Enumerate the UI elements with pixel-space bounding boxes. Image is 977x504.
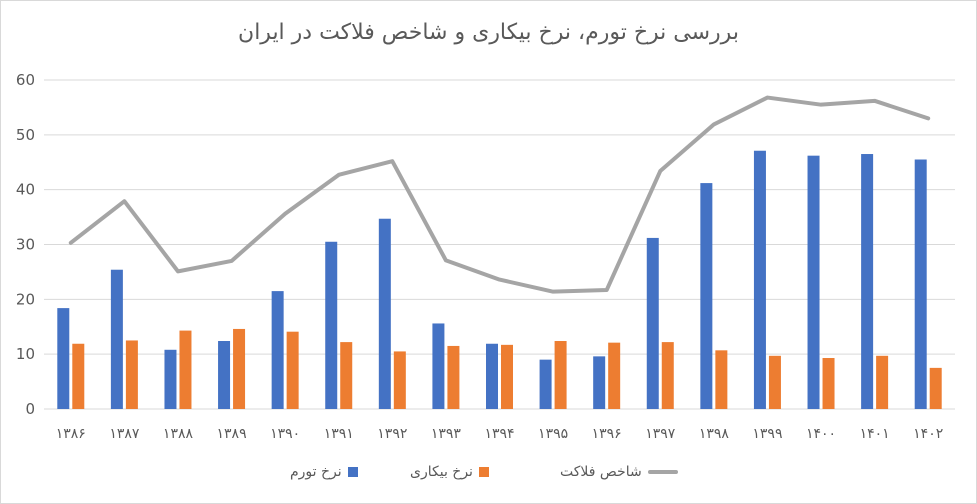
bar-inflation (164, 349, 177, 409)
y-tick-label: 30 (16, 236, 35, 254)
bar-inflation (914, 159, 927, 409)
y-tick-label: 20 (16, 290, 35, 308)
bar-unemployment (501, 344, 513, 409)
legend-item-misery-index: شاخص فلاکت (560, 464, 678, 480)
bar-unemployment (179, 330, 192, 409)
bar-unemployment (72, 343, 85, 409)
x-tick-label: ۱۳۹۴ (484, 426, 514, 442)
bar-inflation (432, 323, 445, 409)
x-tick-label: ۱۳۹۵ (538, 426, 568, 442)
bar-unemployment (233, 328, 246, 409)
bar-inflation (486, 343, 498, 409)
bar-inflation (700, 183, 713, 409)
bar-unemployment (447, 345, 460, 409)
y-tick-label: 60 (16, 71, 35, 89)
bar-unemployment (608, 342, 621, 409)
x-tick-label: ۱۳۹۷ (645, 426, 676, 442)
y-tick-label: 40 (16, 181, 35, 199)
bar-inflation (271, 291, 284, 409)
bar-inflation (646, 237, 659, 409)
y-tick-label: 50 (16, 126, 35, 144)
legend-item-inflation: نرخ تورم (290, 464, 358, 480)
bar-inflation (807, 155, 820, 409)
legend-swatch-unemployment (478, 467, 489, 477)
bar-inflation (861, 154, 874, 409)
x-tick-label: ۱۳۸۶ (56, 426, 86, 442)
legend-label-unemployment: نرخ بیکاری (410, 464, 473, 480)
bar-unemployment (554, 341, 567, 409)
bar-unemployment (768, 355, 781, 409)
x-tick-label: ۱۳۸۹ (217, 426, 247, 442)
bar-inflation (218, 341, 231, 409)
bar-inflation (57, 308, 70, 409)
x-tick-label: ۱۳۹۸ (699, 426, 730, 442)
legend-label-inflation: نرخ تورم (290, 464, 342, 480)
bar-inflation (378, 218, 391, 409)
chart-title: بررسی نرخ تورم، نرخ بیکاری و شاخص فلاکت … (238, 20, 739, 45)
x-tick-label: ۱۳۸۷ (109, 426, 140, 442)
x-tick-label: ۱۳۹۲ (377, 426, 407, 442)
bar-inflation (325, 241, 338, 409)
x-tick-label: ۱۳۹۰ (270, 426, 300, 442)
chart-legend: نرخ تورم نرخ بیکاری شاخص فلاکت (0, 464, 977, 484)
x-tick-label: ۱۳۹۶ (592, 426, 622, 442)
x-tick-label: ۱۳۹۳ (431, 426, 462, 442)
x-tick-label: ۱۳۸۸ (163, 426, 194, 442)
line-misery-index (68, 95, 931, 294)
y-tick-label: 10 (16, 345, 35, 363)
legend-item-unemployment: نرخ بیکاری (410, 464, 489, 480)
legend-swatch-misery-index (647, 470, 678, 474)
x-tick-label: ۱۳۹۱ (324, 426, 354, 442)
bar-unemployment (286, 331, 299, 409)
bar-unemployment (822, 358, 835, 409)
x-tick-label: ۱۴۰۰ (806, 426, 836, 442)
legend-label-misery-index: شاخص فلاکت (560, 464, 642, 480)
bar-unemployment (393, 351, 406, 409)
bar-unemployment (125, 340, 138, 409)
bar-inflation (593, 356, 606, 409)
bar-inflation (110, 269, 123, 409)
x-tick-label: ۱۴۰۱ (860, 426, 890, 442)
x-tick-label: ۱۴۰۲ (913, 426, 943, 442)
bar-unemployment (929, 367, 942, 409)
bar-unemployment (876, 355, 889, 409)
bar-inflation (539, 359, 552, 409)
bar-inflation (753, 150, 766, 410)
legend-swatch-inflation (347, 467, 358, 477)
bar-unemployment (340, 342, 353, 409)
x-tick-label: ۱۳۹۹ (752, 426, 782, 442)
y-tick-label: 0 (25, 400, 35, 418)
bar-unemployment (661, 342, 674, 409)
bar-unemployment (715, 350, 728, 409)
